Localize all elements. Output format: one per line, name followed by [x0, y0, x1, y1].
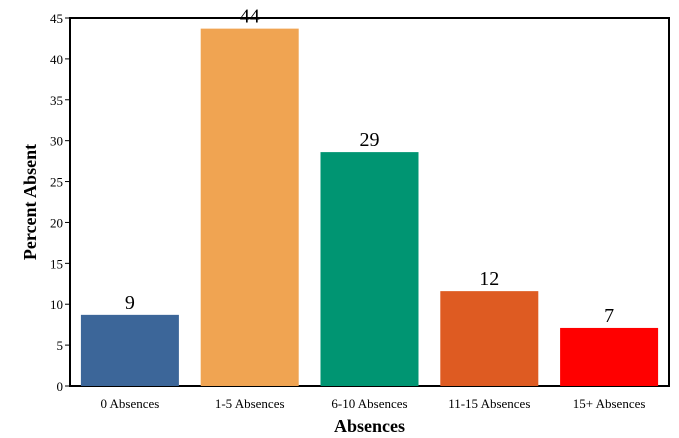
data-labels-group: 9 44 29 12 7: [125, 6, 614, 327]
y-axis-ticks: 0 5 10 15 20 25 30 35 40 45: [50, 11, 70, 394]
data-label: 9: [125, 292, 135, 314]
x-category-label: 11-15 Absences: [448, 396, 530, 411]
y-tick-label: 0: [57, 379, 64, 394]
x-category-label: 0 Absences: [100, 396, 159, 411]
bars-group: [80, 28, 659, 387]
y-tick-label: 25: [50, 175, 63, 190]
y-tick-label: 5: [57, 338, 64, 353]
x-axis-categories: 0 Absences 1-5 Absences 6-10 Absences 11-15…: [100, 396, 645, 411]
y-axis-title: Percent Absent: [20, 144, 40, 260]
bar-15-absences: [560, 327, 659, 386]
y-tick-label: 15: [50, 256, 63, 271]
y-tick-label: 10: [50, 297, 63, 312]
x-category-label: 15+ Absences: [573, 396, 646, 411]
bar-0-absences: [80, 314, 179, 386]
x-axis-title: Absences: [334, 416, 405, 436]
x-category-label: 1-5 Absences: [215, 396, 285, 411]
y-tick-label: 35: [50, 93, 63, 108]
data-label: 44: [240, 6, 260, 28]
y-tick-label: 20: [50, 215, 63, 230]
data-label: 12: [479, 268, 499, 290]
data-label: 7: [604, 305, 614, 327]
data-label: 29: [360, 129, 380, 151]
bar-6-10-absences: [320, 152, 419, 386]
y-tick-label: 45: [50, 11, 63, 26]
y-tick-label: 30: [50, 134, 63, 149]
x-category-label: 6-10 Absences: [331, 396, 407, 411]
y-tick-label: 40: [50, 52, 63, 67]
bar-11-15-absences: [440, 291, 539, 386]
bar-1-5-absences: [200, 28, 299, 387]
